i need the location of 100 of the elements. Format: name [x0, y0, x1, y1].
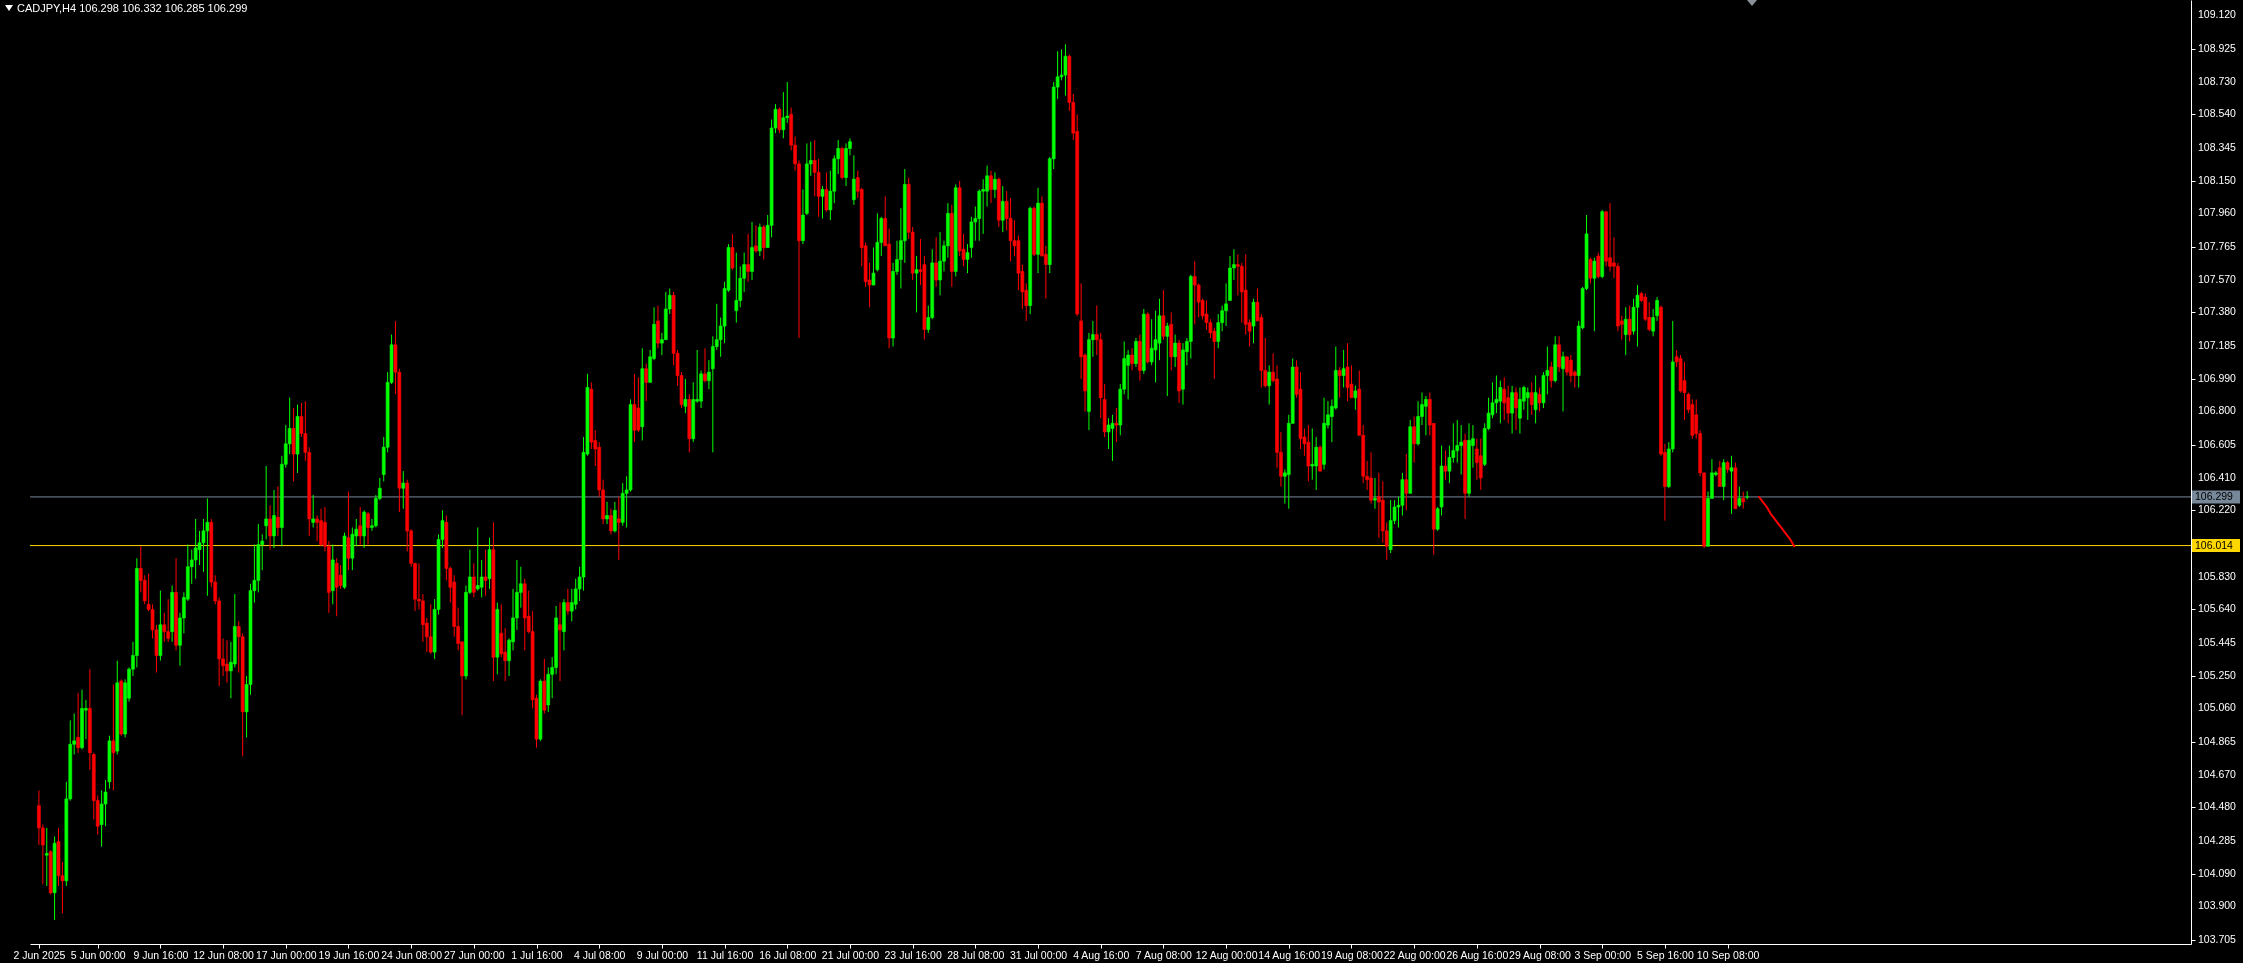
chart-title: CADJPY,H4 106.298 106.332 106.285 106.299 — [17, 2, 248, 15]
candlestick — [44, 827, 49, 887]
candlestick — [1377, 472, 1381, 539]
y-tick-label: 108.345 — [2198, 140, 2237, 153]
candlestick — [1114, 407, 1119, 443]
x-tick-label: 14 Aug 16:00 — [1258, 948, 1321, 961]
y-tick-label: 105.250 — [2198, 668, 2237, 681]
candlestick — [1216, 313, 1221, 349]
candlestick — [311, 494, 315, 528]
ref-line-label: 106.299 — [2195, 489, 2234, 502]
y-tick-label: 108.150 — [2198, 173, 2237, 186]
candlestick — [1557, 335, 1561, 373]
candlestick — [750, 221, 754, 281]
candlestick — [820, 185, 825, 219]
x-tick-label: 29 Aug 08:00 — [1509, 948, 1572, 961]
y-tick-label: 106.410 — [2198, 470, 2237, 483]
candlestick — [1063, 43, 1068, 97]
candlestick — [914, 255, 919, 313]
candlestick — [1514, 387, 1518, 431]
x-tick-label: 5 Jun 00:00 — [70, 948, 126, 961]
candlestick — [656, 305, 660, 349]
x-tick-label: 1 Jul 16:00 — [511, 948, 563, 961]
candlestick — [730, 233, 735, 271]
candlestick — [566, 588, 570, 616]
x-tick-label: 10 Sep 08:00 — [1696, 948, 1760, 961]
candlestick — [558, 602, 562, 682]
candlestick — [1310, 427, 1315, 481]
y-tick-label: 108.730 — [2198, 74, 2237, 87]
y-tick-label: 107.960 — [2198, 206, 2237, 219]
candlestick — [1165, 322, 1170, 397]
candlestick — [499, 603, 504, 658]
candlestick — [1337, 366, 1342, 399]
candlestick — [938, 231, 942, 296]
x-tick-label: 21 Jul 00:00 — [821, 948, 880, 961]
x-tick-label: 28 Jul 08:00 — [947, 948, 1005, 961]
y-tick-label: 105.830 — [2198, 569, 2237, 582]
candlestick — [1267, 364, 1271, 406]
candlestick — [1525, 387, 1530, 421]
candlestick — [1443, 450, 1448, 481]
candlestick — [1341, 349, 1346, 388]
candlestick — [1549, 361, 1554, 388]
candlestick — [683, 378, 688, 414]
x-tick-label: 17 Jun 00:00 — [255, 948, 317, 961]
candlestick — [225, 639, 229, 684]
candlestick — [734, 252, 739, 324]
y-tick-label: 104.865 — [2198, 734, 2237, 747]
candlestick — [319, 508, 323, 547]
y-tick-label: 108.540 — [2198, 107, 2237, 120]
candlestick — [472, 562, 476, 598]
y-tick-label: 103.900 — [2198, 899, 2237, 912]
candlestick — [401, 470, 406, 510]
candlestick — [1318, 445, 1322, 472]
x-tick-label: 19 Aug 08:00 — [1321, 948, 1384, 961]
x-tick-label: 22 Aug 00:00 — [1383, 948, 1446, 961]
x-tick-label: 2 Jun 2025 — [13, 948, 66, 961]
candlestick — [1478, 438, 1483, 491]
candlestick — [1537, 387, 1542, 412]
y-tick-label: 105.640 — [2198, 602, 2237, 615]
candlestick — [1592, 257, 1597, 332]
y-tick-label: 105.445 — [2198, 635, 2237, 648]
candlestick — [1502, 376, 1507, 421]
candlestick — [609, 508, 613, 535]
candlestick — [366, 511, 370, 546]
x-tick-label: 31 Jul 00:00 — [1009, 948, 1068, 961]
candlestick — [605, 501, 609, 525]
candlestick — [781, 91, 786, 139]
candlestick — [824, 171, 829, 213]
x-tick-label: 9 Jul 00:00 — [636, 948, 689, 961]
candlestick — [1000, 185, 1005, 233]
candlestick — [1588, 257, 1593, 284]
candlestick — [1498, 380, 1503, 424]
candlestick — [1459, 424, 1463, 476]
x-tick-label: 9 Jun 16:00 — [133, 948, 189, 961]
candlestick — [1518, 387, 1522, 435]
candlestick — [934, 236, 938, 288]
y-tick-label: 106.990 — [2198, 371, 2237, 384]
x-tick-label: 12 Aug 00:00 — [1195, 948, 1258, 961]
candlestick — [1173, 334, 1177, 368]
candlestick — [479, 559, 484, 598]
candlestick — [1510, 385, 1514, 435]
candlestick — [193, 518, 198, 580]
candlestick — [272, 489, 276, 549]
x-tick-label: 7 Aug 08:00 — [1135, 948, 1193, 961]
candlestick — [1110, 414, 1115, 462]
x-tick-label: 27 Jun 00:00 — [443, 948, 505, 961]
x-tick-label: 16 Jul 08:00 — [759, 948, 817, 961]
candlestick — [1561, 351, 1565, 412]
candlestick — [636, 376, 641, 433]
y-tick-label: 106.605 — [2198, 437, 2237, 450]
y-tick-label: 103.705 — [2198, 932, 2237, 945]
candlestick — [746, 233, 750, 283]
y-tick-label: 105.060 — [2198, 701, 2237, 714]
candlestick — [613, 501, 617, 534]
candlestick — [166, 598, 171, 643]
candlestick — [1345, 342, 1350, 402]
y-tick-label: 104.090 — [2198, 867, 2237, 880]
candlestick — [264, 465, 268, 540]
candlestick — [76, 692, 80, 754]
y-tick-label: 107.765 — [2198, 239, 2237, 252]
x-tick-label: 4 Aug 16:00 — [1073, 948, 1130, 961]
